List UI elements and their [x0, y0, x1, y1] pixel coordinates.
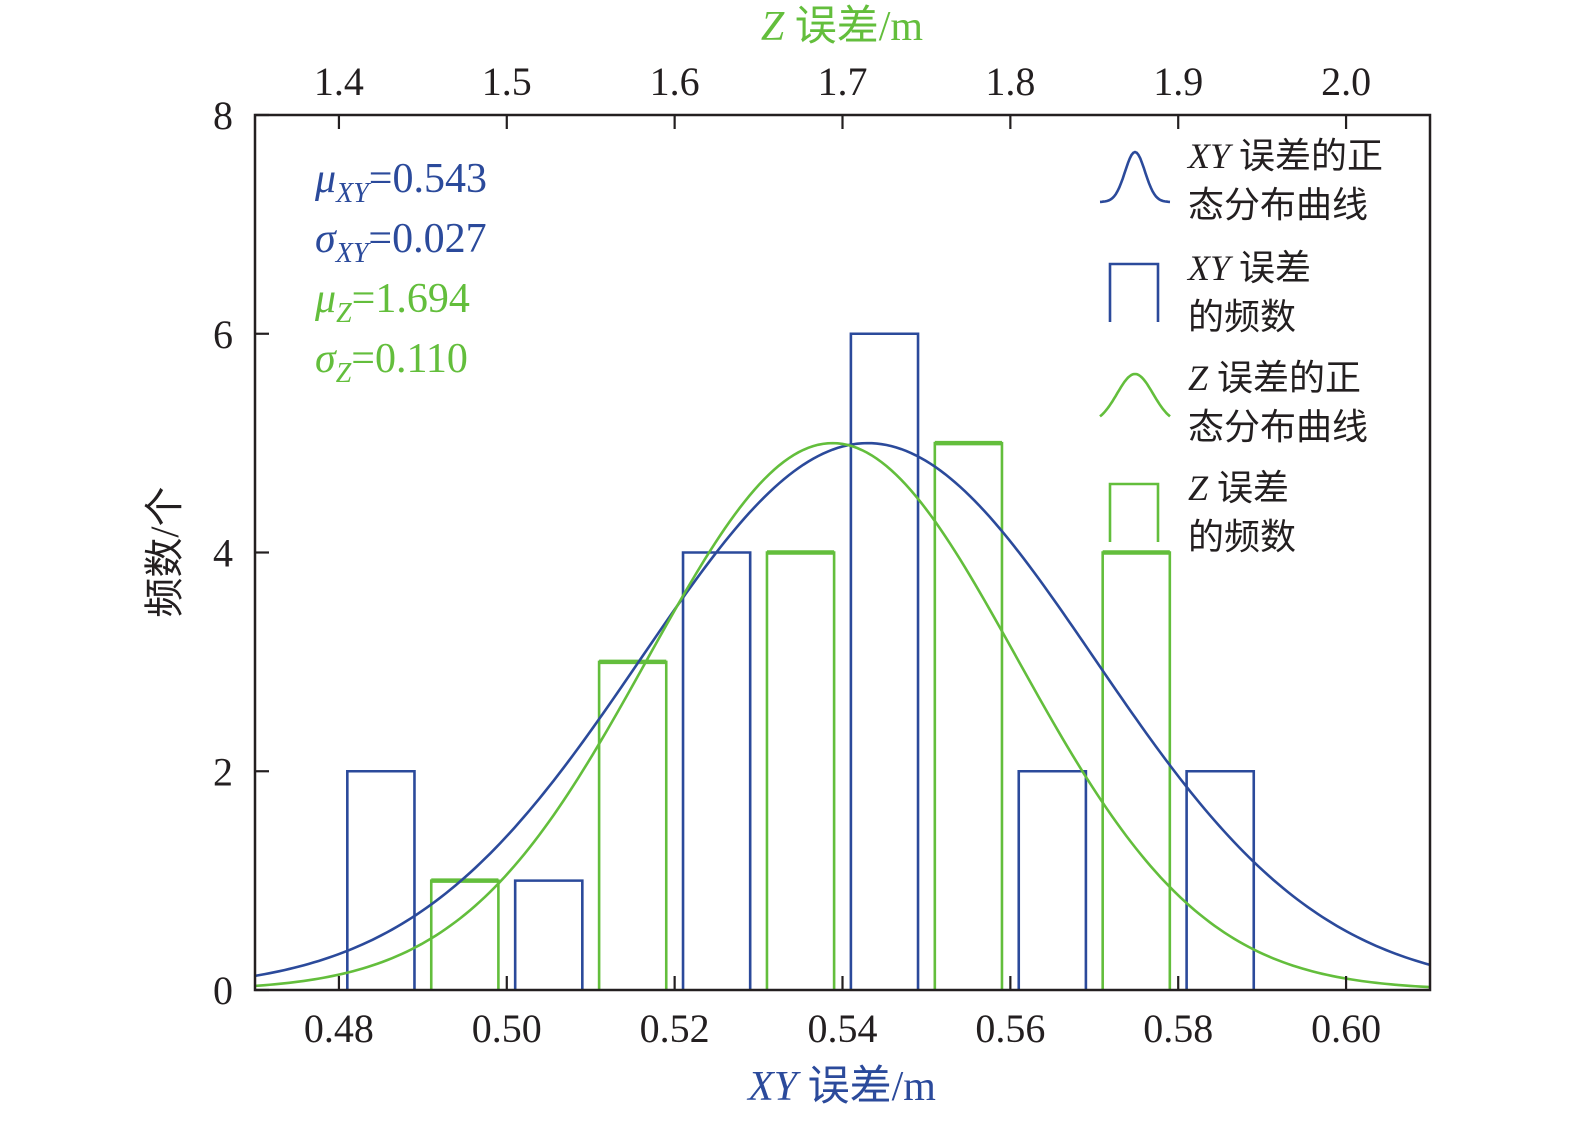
x-top-tick-label: 1.9 [1153, 59, 1203, 104]
x-axis-title-top: Z 误差/m [761, 4, 924, 50]
stat-annotation: μXY=0.543 [314, 156, 487, 209]
xy-histogram-bar-7 [849, 332, 920, 990]
stat-subscript: XY [335, 178, 372, 209]
x-top-tick-label: 1.4 [314, 59, 364, 104]
legend-label-line1: XY 误差的正 [1186, 136, 1383, 176]
stat-symbol: σ [315, 336, 338, 382]
x-top-tick-label: 1.7 [818, 59, 868, 104]
normal-curves-layer [254, 441, 1431, 989]
y-tick-label: 8 [213, 93, 233, 138]
stat-value: =0.110 [351, 336, 468, 382]
legend-label-italic: XY [1186, 248, 1234, 288]
legend-label-rest: 误差的正 [1230, 136, 1383, 176]
x-axis-title-bottom-italic: XY [746, 1064, 802, 1110]
x-axis-title-bottom-rest: 误差/m [797, 1064, 936, 1110]
x-axis-title-top-rest: 误差/m [784, 4, 923, 50]
stat-value: =0.543 [369, 156, 487, 202]
legend-label-line1: Z 误差的正 [1188, 358, 1361, 398]
z-histogram-bar-4 [933, 441, 1004, 990]
xy-histogram-bar-5 [681, 551, 752, 990]
legend-label-line2: 态分布曲线 [1188, 185, 1368, 225]
legend-label-rest: 误差的正 [1208, 358, 1361, 398]
legend-label-line2: 的频数 [1188, 297, 1296, 337]
legend-label-rest: 误差 [1208, 468, 1289, 508]
legend-label-line2: 态分布曲线 [1188, 407, 1368, 447]
x-axis-title-bottom: XY 误差/m [746, 1064, 936, 1110]
y-tick-label: 2 [213, 749, 233, 794]
legend-xy-bar-swatch [1108, 262, 1160, 322]
xy-histogram-bar-1 [346, 769, 416, 990]
stat-subscript: Z [336, 298, 352, 329]
legend-label-italic: Z [1188, 358, 1209, 398]
axis-ticks-layer: 0.48 0.50 0.52 0.54 0.56 0.58 0.60 1.4 1.5 1.6 1.7… [213, 59, 1381, 1051]
stat-annotation: μZ=1.694 [314, 276, 470, 329]
legend-label-italic: Z [1188, 468, 1209, 508]
z-histogram-bar-5 [1101, 551, 1172, 990]
legend-xy-curve-swatch [1099, 150, 1171, 204]
legend-label-rest: 误差 [1230, 248, 1311, 288]
histogram-bars-layer [346, 332, 1256, 990]
legend-label-line2: 的频数 [1188, 517, 1296, 557]
legend-label-italic: XY [1186, 136, 1234, 176]
z-histogram-bar-2 [597, 660, 668, 990]
stat-annotation: σXY=0.027 [315, 216, 487, 269]
stat-symbol: μ [314, 156, 336, 202]
stat-value: =0.027 [368, 216, 486, 262]
xy-histogram-bar-11 [1185, 769, 1256, 990]
x-bottom-tick-label: 0.56 [975, 1006, 1045, 1051]
legend-z-bar-swatch [1108, 482, 1160, 542]
stat-symbol: σ [315, 216, 338, 262]
x-top-tick-label: 1.8 [985, 59, 1035, 104]
x-axis-title-top-italic: Z [761, 4, 785, 50]
legend-z-curve-swatch [1099, 372, 1171, 418]
x-top-tick-label: 1.5 [482, 59, 532, 104]
y-tick-label: 4 [213, 531, 233, 576]
xy-normal-curve [254, 441, 1431, 978]
x-bottom-tick-label: 0.50 [472, 1006, 542, 1051]
x-bottom-tick-label: 0.54 [808, 1006, 878, 1051]
legend-label-line1: XY 误差 [1186, 248, 1311, 288]
x-top-tick-label: 1.6 [650, 59, 700, 104]
z-histogram-bar-3 [765, 551, 836, 990]
stat-symbol: μ [314, 276, 336, 322]
xy-histogram-bar-9 [1017, 769, 1088, 990]
x-bottom-tick-label: 0.58 [1143, 1006, 1213, 1051]
stat-subscript: Z [336, 358, 352, 389]
z-normal-curve [254, 441, 1431, 989]
stat-annotation: σZ=0.110 [315, 336, 468, 389]
x-top-tick-label: 2.0 [1321, 59, 1371, 104]
x-bottom-tick-label: 0.60 [1311, 1006, 1381, 1051]
stat-value: =1.694 [352, 276, 470, 322]
y-axis-title: 频数/个 [142, 486, 187, 617]
x-bottom-tick-label: 0.48 [304, 1006, 374, 1051]
y-tick-label: 0 [213, 968, 233, 1013]
x-bottom-tick-label: 0.52 [640, 1006, 710, 1051]
y-tick-label: 6 [213, 312, 233, 357]
legend-label-line1: Z 误差 [1188, 468, 1289, 508]
xy-histogram-bar-3 [513, 879, 584, 990]
stat-subscript: XY [335, 238, 372, 269]
